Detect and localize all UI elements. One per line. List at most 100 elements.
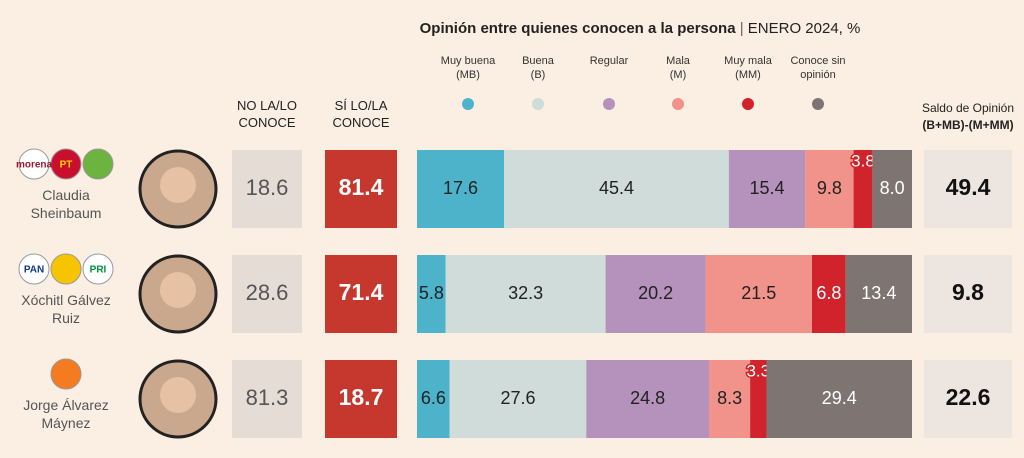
- legend-abbr: (M): [669, 69, 687, 81]
- segment-label: 15.4: [749, 178, 784, 198]
- legend-swatch: [812, 98, 824, 110]
- legend-swatch: [742, 98, 754, 110]
- segment-label: 9.8: [817, 178, 842, 198]
- saldo-box: [924, 360, 1012, 438]
- bar-segment: [709, 360, 751, 438]
- legend-abbr: (MM): [735, 69, 761, 81]
- segment-label: 17.6: [443, 178, 478, 198]
- candidate-name: Xóchitl Gálvez Ruiz: [21, 292, 111, 326]
- si-conoce-box: [325, 255, 397, 333]
- segment-label: 27.6: [500, 388, 535, 408]
- saldo-formula: (B+MB)-(M+MM): [922, 118, 1014, 132]
- legend-abbr: (MB): [456, 69, 480, 81]
- bar-segment: [417, 255, 446, 333]
- saldo-box: [924, 255, 1012, 333]
- legend-label: Muy buena (MB): [428, 54, 508, 82]
- no-conoce-box: [232, 255, 302, 333]
- bar-segment: [872, 150, 912, 228]
- segment-label: 5.8: [419, 283, 444, 303]
- no-conoce-value: 18.6: [246, 175, 289, 200]
- no-conoce-box: [232, 150, 302, 228]
- legend-swatch: [672, 98, 684, 110]
- segment-label: 6.6: [421, 388, 446, 408]
- chart-title: Opinión entre quienes conocen a la perso…: [419, 20, 736, 37]
- segment-label: 3.3: [746, 361, 770, 380]
- legend-label: Buena (B): [498, 54, 578, 82]
- segment-label: 20.2: [638, 283, 673, 303]
- segment-label: 32.3: [508, 283, 543, 303]
- party-logo: [18, 253, 50, 285]
- segment-label: 29.4: [822, 388, 857, 408]
- legend-name: Muy buena: [440, 55, 496, 67]
- bar-segment: [445, 255, 606, 333]
- legend-abbr: (B): [530, 69, 546, 81]
- bar-segment: [449, 360, 587, 438]
- no-conoce-value: 81.3: [246, 385, 289, 410]
- bar-segment: [845, 255, 912, 333]
- saldo-value: 9.8: [952, 279, 984, 305]
- no-conoce-box: [232, 360, 302, 438]
- photo-face: [160, 377, 196, 413]
- si-conoce-value: 81.4: [339, 174, 384, 200]
- legend-swatch: [532, 98, 544, 110]
- bar-segment: [805, 150, 854, 228]
- bar-segment: [605, 255, 706, 333]
- party-logo: [50, 358, 82, 390]
- legend-name: Buena: [522, 55, 554, 67]
- party-label: PAN: [24, 265, 44, 276]
- bar-segment: [750, 360, 767, 438]
- segment-label: 45.4: [599, 178, 634, 198]
- segment-label: 13.4: [861, 283, 896, 303]
- legend-label: Conoce sin opinión: [778, 54, 858, 82]
- si-conoce-box: [325, 360, 397, 438]
- party-label: PT: [60, 160, 73, 171]
- si-conoce-value: 18.7: [339, 384, 384, 410]
- party-logo: [82, 148, 114, 180]
- legend-label: Muy mala (MM): [708, 54, 788, 82]
- title-block: Opinión entre quienes conocen a la perso…: [419, 20, 861, 37]
- candidate-name: Jorge Álvarez Máynez: [23, 397, 109, 431]
- segment-label: 24.8: [630, 388, 665, 408]
- segment-label: 6.8: [816, 283, 841, 303]
- legend-swatch: [462, 98, 474, 110]
- bar-segment: [586, 360, 710, 438]
- segment-label: 3.8: [851, 151, 875, 170]
- col-header-si: SÍ LO/LA CONOCE: [332, 98, 390, 130]
- chart-subtitle: ENERO 2024, %: [747, 20, 861, 37]
- bar-segment: [705, 255, 813, 333]
- photo-face: [160, 272, 196, 308]
- legend-name: Conoce sin opinión: [790, 55, 846, 81]
- legend-name: Muy mala: [724, 55, 772, 67]
- bar-segment: [812, 255, 846, 333]
- saldo-title: Saldo de Opinión: [921, 101, 1015, 115]
- legend-name: Regular: [589, 55, 629, 67]
- bar-segment: [504, 150, 729, 228]
- party-logo: [82, 253, 114, 285]
- legend-name: Mala: [666, 55, 690, 67]
- bar-segment: [853, 150, 873, 228]
- segment-label: 8.3: [717, 388, 742, 408]
- saldo-box: [924, 150, 1012, 228]
- legend-swatch: [603, 98, 615, 110]
- saldo-value: 49.4: [946, 174, 991, 200]
- candidate-name: Claudia Sheinbaum: [30, 187, 102, 221]
- segment-label: 21.5: [741, 283, 776, 303]
- bar-segment: [417, 150, 505, 228]
- party-logo: [50, 148, 82, 180]
- segment-label: 8.0: [880, 178, 905, 198]
- no-conoce-value: 28.6: [246, 280, 289, 305]
- bar-segment: [766, 360, 912, 438]
- party-logo: [50, 253, 82, 285]
- saldo-value: 22.6: [946, 384, 991, 410]
- bar-segment: [417, 360, 450, 438]
- party-label: PRI: [90, 265, 107, 276]
- col-header-no: NO LA/LO CONOCE: [237, 98, 297, 130]
- si-conoce-value: 71.4: [339, 279, 384, 305]
- bar-segment: [728, 150, 806, 228]
- si-conoce-box: [325, 150, 397, 228]
- legend-label: Regular: [569, 54, 649, 68]
- party-logo: [18, 148, 50, 180]
- col-header-saldo: Saldo de Opinión (B+MB)-(M+MM): [912, 100, 1024, 134]
